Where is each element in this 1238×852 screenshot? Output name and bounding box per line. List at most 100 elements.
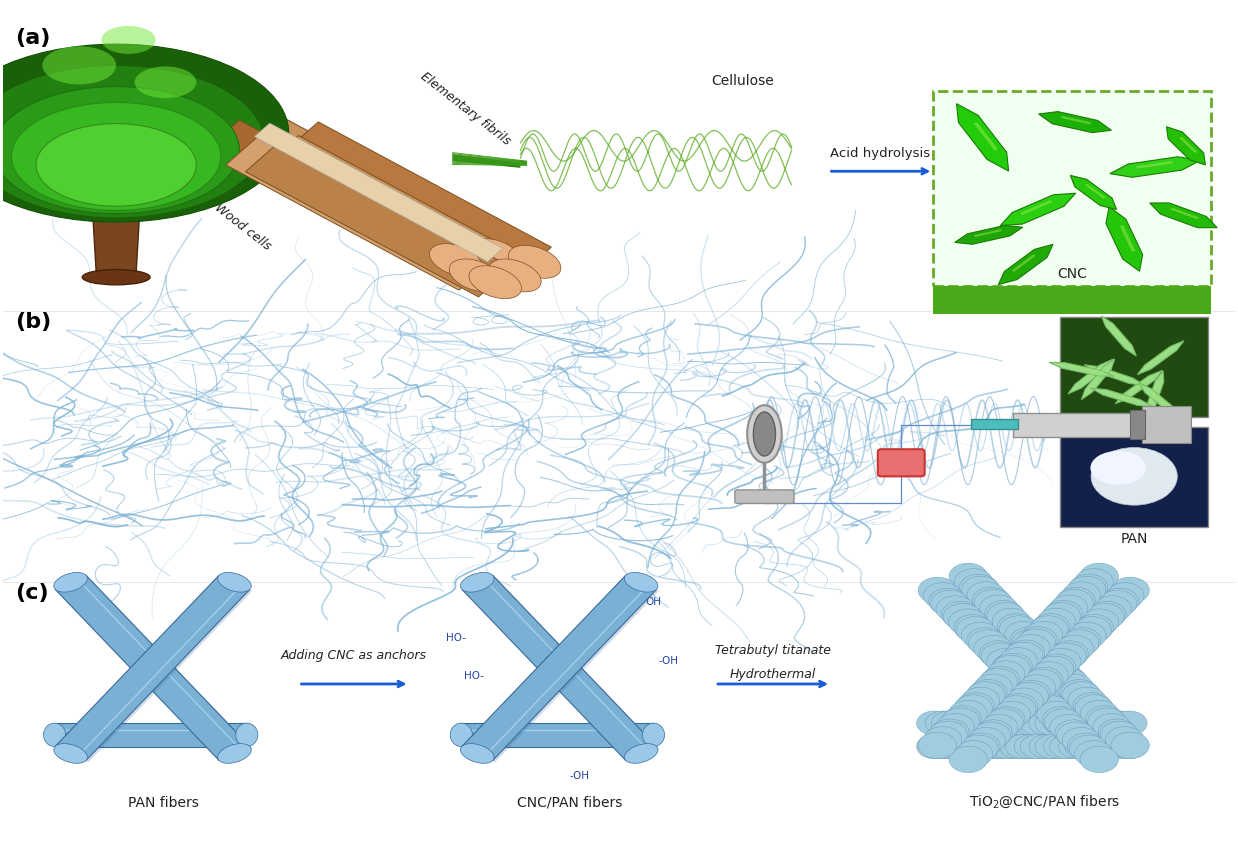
Circle shape [990,734,1026,759]
Ellipse shape [489,260,541,292]
Circle shape [1023,670,1061,696]
Polygon shape [245,143,511,297]
Circle shape [1016,681,1056,707]
Polygon shape [1109,393,1135,401]
Circle shape [984,734,1020,759]
Polygon shape [225,136,493,291]
Polygon shape [57,725,249,748]
Ellipse shape [509,246,561,279]
Text: Elementary fibrils: Elementary fibrils [417,70,513,147]
Polygon shape [1115,371,1162,404]
Circle shape [959,735,998,762]
Circle shape [987,661,1025,688]
Circle shape [1065,734,1099,759]
Circle shape [1094,711,1129,735]
Circle shape [1062,582,1101,608]
Circle shape [1004,642,1042,669]
Circle shape [1055,636,1093,662]
Circle shape [1075,615,1113,642]
Circle shape [1030,616,1068,642]
Polygon shape [1102,317,1136,357]
Circle shape [926,734,961,759]
Circle shape [946,711,982,735]
Polygon shape [957,105,1009,172]
Circle shape [935,734,969,759]
Circle shape [994,653,1032,680]
Circle shape [1075,569,1113,596]
Circle shape [974,720,1013,746]
Circle shape [964,734,999,759]
Polygon shape [936,723,1128,746]
Polygon shape [1150,204,1217,228]
Polygon shape [1061,117,1091,125]
Polygon shape [1150,385,1158,403]
Circle shape [1057,722,1096,749]
Polygon shape [1180,137,1197,154]
Circle shape [998,696,1036,722]
Circle shape [931,711,967,735]
Circle shape [1106,727,1144,753]
Polygon shape [462,576,656,761]
Circle shape [943,604,982,630]
Polygon shape [1119,226,1135,252]
Circle shape [1062,682,1101,708]
Polygon shape [1089,371,1104,388]
Circle shape [1067,688,1107,714]
Circle shape [1037,711,1073,735]
Ellipse shape [135,67,197,99]
Circle shape [950,734,984,759]
Polygon shape [58,578,253,763]
Circle shape [950,563,988,590]
Circle shape [1005,711,1041,735]
Circle shape [1010,682,1049,709]
Ellipse shape [53,744,88,763]
Circle shape [1067,623,1107,649]
Polygon shape [1071,176,1117,210]
Circle shape [972,722,1010,749]
Circle shape [999,616,1037,642]
Circle shape [931,719,969,746]
Circle shape [1058,734,1094,759]
Circle shape [974,636,1013,662]
Circle shape [1112,734,1148,759]
Circle shape [924,583,962,609]
Polygon shape [1084,366,1145,386]
Circle shape [984,709,1024,735]
Polygon shape [255,124,503,262]
Ellipse shape [461,744,494,763]
Circle shape [974,590,1013,616]
Polygon shape [464,578,659,763]
Ellipse shape [218,744,251,763]
Circle shape [1067,577,1106,603]
Text: -OH: -OH [659,655,678,665]
Circle shape [1047,643,1086,670]
Circle shape [1101,589,1139,615]
Polygon shape [462,723,654,746]
Text: Wood cells: Wood cells [213,201,274,253]
Circle shape [1037,608,1076,635]
Circle shape [984,711,1020,735]
Polygon shape [285,123,551,277]
Circle shape [1030,648,1068,674]
Circle shape [1082,711,1118,735]
Ellipse shape [0,66,264,219]
Circle shape [1018,635,1056,661]
Circle shape [999,734,1035,759]
Circle shape [1052,734,1088,759]
Circle shape [990,711,1026,735]
Ellipse shape [754,412,775,457]
Circle shape [961,734,997,759]
Circle shape [979,711,1014,735]
Ellipse shape [451,723,473,746]
Circle shape [1098,590,1136,617]
Circle shape [1103,711,1138,735]
Circle shape [1062,628,1101,654]
Text: V: V [898,458,905,469]
Circle shape [941,602,979,628]
Circle shape [961,688,999,714]
Circle shape [1042,661,1081,688]
Text: HO-: HO- [447,633,467,642]
Text: CNC: CNC [1057,267,1087,280]
Polygon shape [1138,342,1184,375]
Text: (a): (a) [15,28,51,49]
